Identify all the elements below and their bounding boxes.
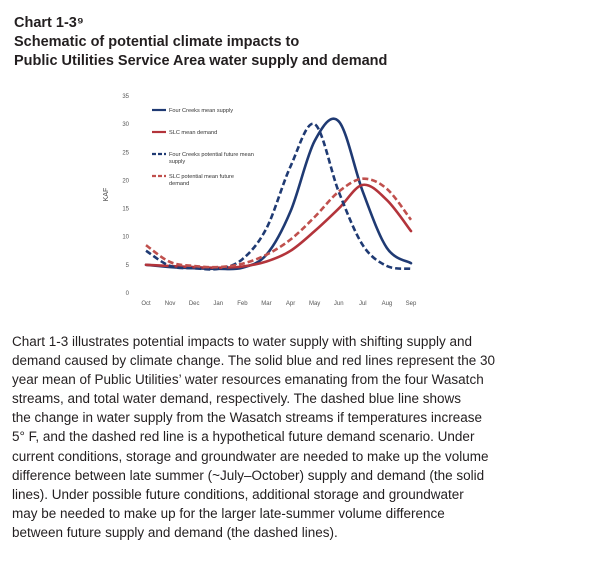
series-line-1 (144, 117, 413, 271)
description-line: demand caused by climate change. The sol… (12, 353, 496, 369)
y-tick-label: 35 (122, 94, 129, 100)
x-tick-label: Jan (213, 301, 223, 307)
chart-title-line-1: Schematic of potential climate impacts t… (14, 34, 300, 50)
x-tick-label: Mar (261, 301, 271, 307)
x-tick-label: Dec (189, 301, 200, 307)
legend-label: Four Creeks potential future mean (169, 152, 254, 158)
description-line: year mean of Public Utilities’ water res… (12, 372, 484, 388)
y-tick-label: 15 (122, 207, 129, 213)
line-chart: KAF 0 5 10 15 20 25 30 35 Oct Nov Dec Jan Feb Mar Apr Ma… (103, 94, 417, 307)
description-line: current conditions, storage and groundwa… (12, 448, 489, 464)
legend-label: supply (169, 159, 185, 165)
legend-label: demand (169, 181, 189, 187)
x-tick-label: May (309, 301, 320, 307)
description-line: between future supply and demand (the da… (12, 524, 338, 540)
chart-header: Chart 1-3⁹ Schematic of potential climat… (14, 14, 574, 71)
x-tick-label: Nov (165, 301, 176, 307)
description-line: the change in water supply from the Wasa… (12, 410, 482, 426)
legend-label: Four Creeks mean supply (169, 108, 233, 114)
y-tick-label: 10 (122, 235, 129, 241)
description-line: Chart 1-3 illustrates potential impacts … (12, 334, 472, 349)
chart-title-line-2: Public Utilities Service Area water supp… (14, 53, 388, 69)
y-tick-label: 25 (122, 150, 129, 156)
y-axis-label: KAF (103, 188, 110, 202)
x-tick-label: Sep (406, 301, 417, 307)
x-tick-label: Jul (359, 301, 367, 307)
y-tick-label: 0 (126, 291, 130, 297)
legend-label: SLC potential mean future (169, 174, 234, 180)
description-line: 5° F, and the dashed red line is a hypot… (12, 429, 475, 445)
description-line: may be needed to make up for the larger … (12, 505, 445, 521)
description-line: lines). Under possible future conditions… (12, 486, 464, 502)
series-line-3 (145, 122, 412, 271)
x-tick-label: Feb (237, 301, 248, 307)
x-tick-label: Apr (286, 301, 295, 307)
x-tick-label: Jun (334, 301, 344, 307)
y-tick-label: 20 (122, 178, 129, 184)
description-line: streams, and total water demand, respect… (12, 391, 461, 407)
chart-number: Chart 1-3⁹ (14, 15, 84, 31)
x-tick-label: Oct (141, 301, 151, 307)
x-tick-label: Aug (382, 301, 393, 307)
series-line-4 (145, 177, 413, 269)
description-line: difference between late summer (~July–Oc… (12, 467, 485, 483)
chart-area: KAF 0 5 10 15 20 25 30 35 Oct Nov Dec Jan Feb Mar Apr Ma… (96, 88, 426, 318)
y-tick-label: 5 (126, 263, 130, 269)
y-tick-label: 30 (122, 122, 129, 128)
legend-label: SLC mean demand (169, 130, 217, 136)
description-paragraph: Chart 1-3 illustrates potential impacts … (12, 332, 578, 542)
